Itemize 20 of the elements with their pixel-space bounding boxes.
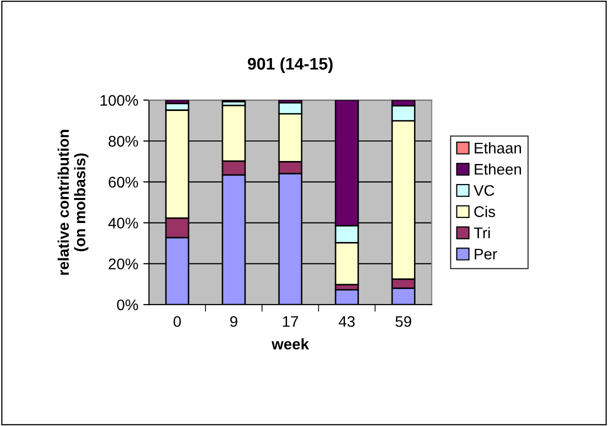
legend-label: Etheen	[474, 163, 521, 175]
x-tick-label: 59	[396, 316, 412, 327]
x-axis-title: week	[272, 338, 310, 350]
x-tick-label: 9	[230, 316, 238, 327]
y-tick-label: 20%	[108, 258, 138, 270]
y-tick-label: 0%	[117, 299, 138, 310]
legend-label: Per	[474, 248, 498, 260]
y-tick-label: 80%	[108, 136, 138, 147]
chart-title: 901 (14-15)	[248, 57, 333, 74]
y-tick-label: 60%	[108, 176, 138, 188]
x-tick-label: 0	[174, 316, 181, 327]
y-axis-title: relative contribution (on molbasis)	[58, 130, 88, 275]
legend-label: Ethaan	[474, 142, 521, 154]
legend-label: Cis	[474, 206, 496, 218]
x-tick-label: 17	[282, 316, 298, 327]
legend-label: VC	[474, 185, 494, 196]
y-tick-label: 40%	[108, 218, 138, 228]
legend-label: Tri	[474, 227, 490, 238]
y-tick-label: 100%	[100, 94, 138, 106]
x-tick-label: 43	[338, 316, 355, 327]
